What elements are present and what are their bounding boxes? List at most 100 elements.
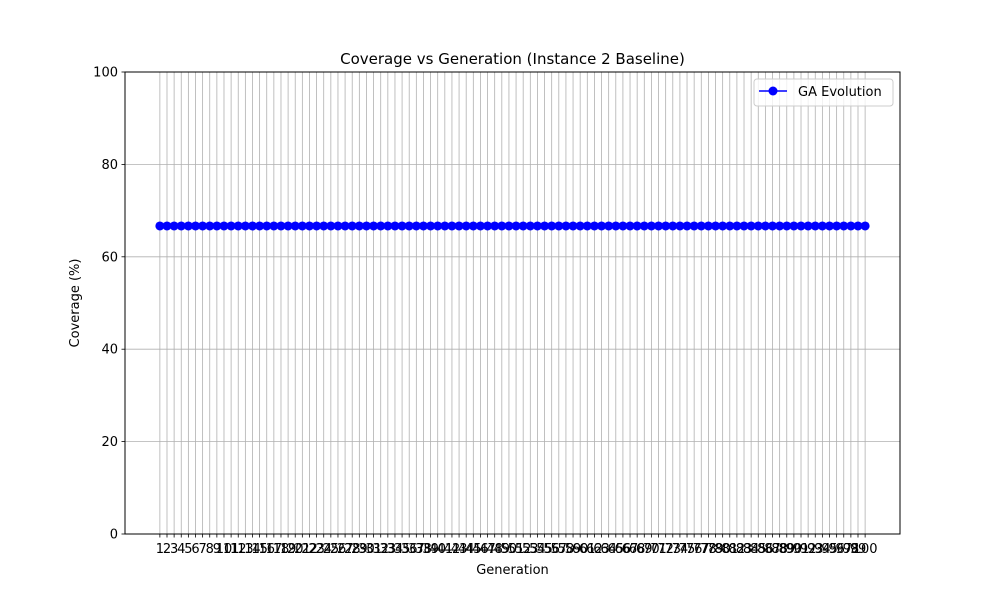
data-point: [611, 221, 621, 231]
x-tick-label: 99: [850, 542, 867, 557]
x-tick-label: 73: [665, 542, 682, 557]
x-tick-label: 37: [408, 542, 425, 557]
x-tick-label: 76: [686, 542, 703, 557]
x-tick-label: 81: [722, 542, 739, 557]
x-tick-label: 84: [743, 542, 760, 557]
x-tick-label: 88: [771, 542, 788, 557]
data-point: [376, 221, 386, 231]
data-point: [433, 221, 443, 231]
data-point: [447, 221, 457, 231]
data-point: [718, 221, 728, 231]
x-tick-label: 26: [330, 542, 347, 557]
data-point: [646, 221, 656, 231]
data-point: [575, 221, 585, 231]
x-tick-label: 19: [280, 542, 297, 557]
data-point: [354, 221, 364, 231]
x-tick-label: 79: [707, 542, 724, 557]
data-point: [404, 221, 414, 231]
data-point: [782, 221, 792, 231]
data-point: [240, 221, 250, 231]
x-tick-label: 10: [216, 542, 233, 557]
data-point: [169, 221, 179, 231]
data-point: [361, 221, 371, 231]
x-tick-label: 58: [558, 542, 575, 557]
x-gridlines: [159, 72, 866, 534]
data-point: [810, 221, 820, 231]
x-tick-label: 31: [365, 542, 382, 557]
series-layer: [155, 221, 870, 231]
data-point: [703, 221, 713, 231]
data-point: [255, 221, 265, 231]
x-tick-label: 85: [750, 542, 767, 557]
x-tick-label: 63: [593, 542, 610, 557]
x-axis-label: Generation: [476, 563, 549, 578]
x-tick-label: 16: [258, 542, 275, 557]
x-tick-label: 83: [736, 542, 753, 557]
x-tick-label: 4: [177, 542, 185, 557]
data-point: [497, 221, 507, 231]
x-tick-label: 100: [853, 542, 878, 557]
x-tick-label: 17: [266, 542, 283, 557]
data-point: [190, 221, 200, 231]
data-point: [283, 221, 293, 231]
x-tick-label: 60: [572, 542, 589, 557]
x-tick-label: 91: [793, 542, 810, 557]
y-axis-label: Coverage (%): [68, 259, 83, 348]
legend-marker-sample: [768, 86, 778, 96]
data-point: [212, 221, 222, 231]
data-point: [290, 221, 300, 231]
x-tick-label: 43: [451, 542, 468, 557]
x-tick-label: 64: [600, 542, 617, 557]
x-tick-label: 44: [458, 542, 475, 557]
x-tick-label: 96: [828, 542, 845, 557]
data-point: [832, 221, 842, 231]
data-point: [825, 221, 835, 231]
data-point: [725, 221, 735, 231]
data-point: [547, 221, 557, 231]
x-tick-label: 25: [323, 542, 340, 557]
x-tick-label: 8: [206, 542, 214, 557]
x-tick-label: 27: [337, 542, 354, 557]
x-tick-label: 62: [586, 542, 603, 557]
x-tick-label: 18: [273, 542, 290, 557]
data-point: [817, 221, 827, 231]
x-tick-label: 11: [223, 542, 240, 557]
x-tick-label: 56: [543, 542, 560, 557]
data-point: [262, 221, 272, 231]
data-point: [753, 221, 763, 231]
data-point: [654, 221, 664, 231]
data-point: [233, 221, 243, 231]
x-tick-label: 61: [579, 542, 596, 557]
data-point: [661, 221, 671, 231]
x-tick-label: 55: [536, 542, 553, 557]
data-point: [711, 221, 721, 231]
x-tick-label: 9: [213, 542, 221, 557]
data-point: [383, 221, 393, 231]
data-point: [597, 221, 607, 231]
data-point: [639, 221, 649, 231]
x-tick-label: 53: [522, 542, 539, 557]
data-point: [582, 221, 592, 231]
data-point: [504, 221, 514, 231]
x-tick-label: 20: [287, 542, 304, 557]
data-point: [682, 221, 692, 231]
data-point: [796, 221, 806, 231]
data-point: [461, 221, 471, 231]
x-tick-label: 29: [351, 542, 368, 557]
x-tick-label: 75: [679, 542, 696, 557]
data-point: [532, 221, 542, 231]
data-point: [304, 221, 314, 231]
data-point: [219, 221, 229, 231]
x-tick-label: 34: [387, 542, 404, 557]
data-point: [490, 221, 500, 231]
x-tick-label: 49: [494, 542, 511, 557]
data-point: [319, 221, 329, 231]
x-tick-label: 70: [643, 542, 660, 557]
legend: GA Evolution: [753, 78, 894, 107]
x-tick-label: 2: [163, 542, 171, 557]
y-tick-label: 100: [93, 66, 118, 81]
data-point: [483, 221, 493, 231]
x-tick-label: 32: [372, 542, 389, 557]
